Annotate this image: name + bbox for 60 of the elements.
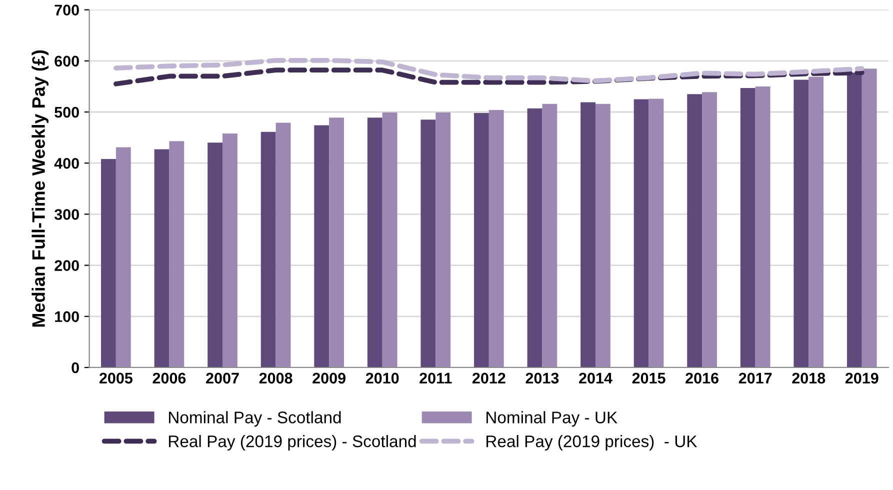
bar xyxy=(634,99,649,368)
bar xyxy=(260,132,276,368)
y-tick-label: 0 xyxy=(72,362,79,374)
bar xyxy=(648,98,664,368)
legend-label: Real Pay (2019 prices) - Scotland xyxy=(169,434,416,451)
y-tick-label: 700 xyxy=(54,4,79,16)
bar xyxy=(116,147,131,368)
bar xyxy=(488,110,504,368)
bar xyxy=(382,112,398,368)
bar xyxy=(314,125,330,368)
bar xyxy=(367,118,382,368)
bar xyxy=(595,104,610,368)
x-tick-label: 2009 xyxy=(312,372,346,384)
y-tick-label: 600 xyxy=(54,56,79,67)
x-tick-label: 2014 xyxy=(579,372,612,384)
legend-label: Nominal Pay - UK xyxy=(486,411,618,427)
bar xyxy=(329,118,344,368)
bar xyxy=(862,68,877,368)
y-axis-title: Median Full-Time Weekly Pay (£) xyxy=(32,50,49,327)
legend-label: Real Pay (2019 prices) - UK xyxy=(486,434,698,451)
bar xyxy=(154,149,170,368)
x-tick-label: 2018 xyxy=(792,372,826,384)
bar xyxy=(740,88,756,368)
bar xyxy=(420,120,436,368)
bar xyxy=(580,102,596,368)
x-tick-label: 2006 xyxy=(152,372,186,384)
bar xyxy=(808,76,824,368)
bar xyxy=(527,108,542,368)
bar xyxy=(542,104,558,368)
line-series xyxy=(114,68,864,86)
bar xyxy=(474,113,489,368)
line-series xyxy=(114,58,864,84)
y-tick-label: 100 xyxy=(55,311,79,322)
x-tick-label: 2008 xyxy=(259,372,292,384)
y-tick-label: 400 xyxy=(54,158,79,169)
bar xyxy=(276,122,291,368)
bar xyxy=(687,94,702,368)
bar xyxy=(702,92,717,368)
y-tick-label: 300 xyxy=(54,209,79,220)
bar xyxy=(794,80,809,368)
x-tick-label: 2005 xyxy=(99,372,133,384)
legend-label: Nominal Pay - Scotland xyxy=(169,411,341,427)
y-tick-label: 500 xyxy=(54,106,79,118)
x-tick-label: 2017 xyxy=(738,372,772,384)
bar xyxy=(208,142,223,368)
bar xyxy=(755,86,770,368)
x-tick-label: 2012 xyxy=(472,372,506,384)
x-tick-label: 2007 xyxy=(206,372,239,384)
x-tick-label: 2013 xyxy=(526,372,559,384)
x-tick-label: 2011 xyxy=(420,372,452,384)
x-tick-label: 2010 xyxy=(366,372,399,384)
bar xyxy=(101,159,116,368)
y-tick-label: 200 xyxy=(54,260,79,271)
bar xyxy=(169,141,184,368)
bar xyxy=(436,112,451,368)
x-tick-label: 2019 xyxy=(845,372,878,384)
x-tick-label: 2016 xyxy=(686,372,718,384)
bar xyxy=(846,72,862,368)
x-tick-label: 2015 xyxy=(632,372,666,384)
bar xyxy=(222,133,238,368)
